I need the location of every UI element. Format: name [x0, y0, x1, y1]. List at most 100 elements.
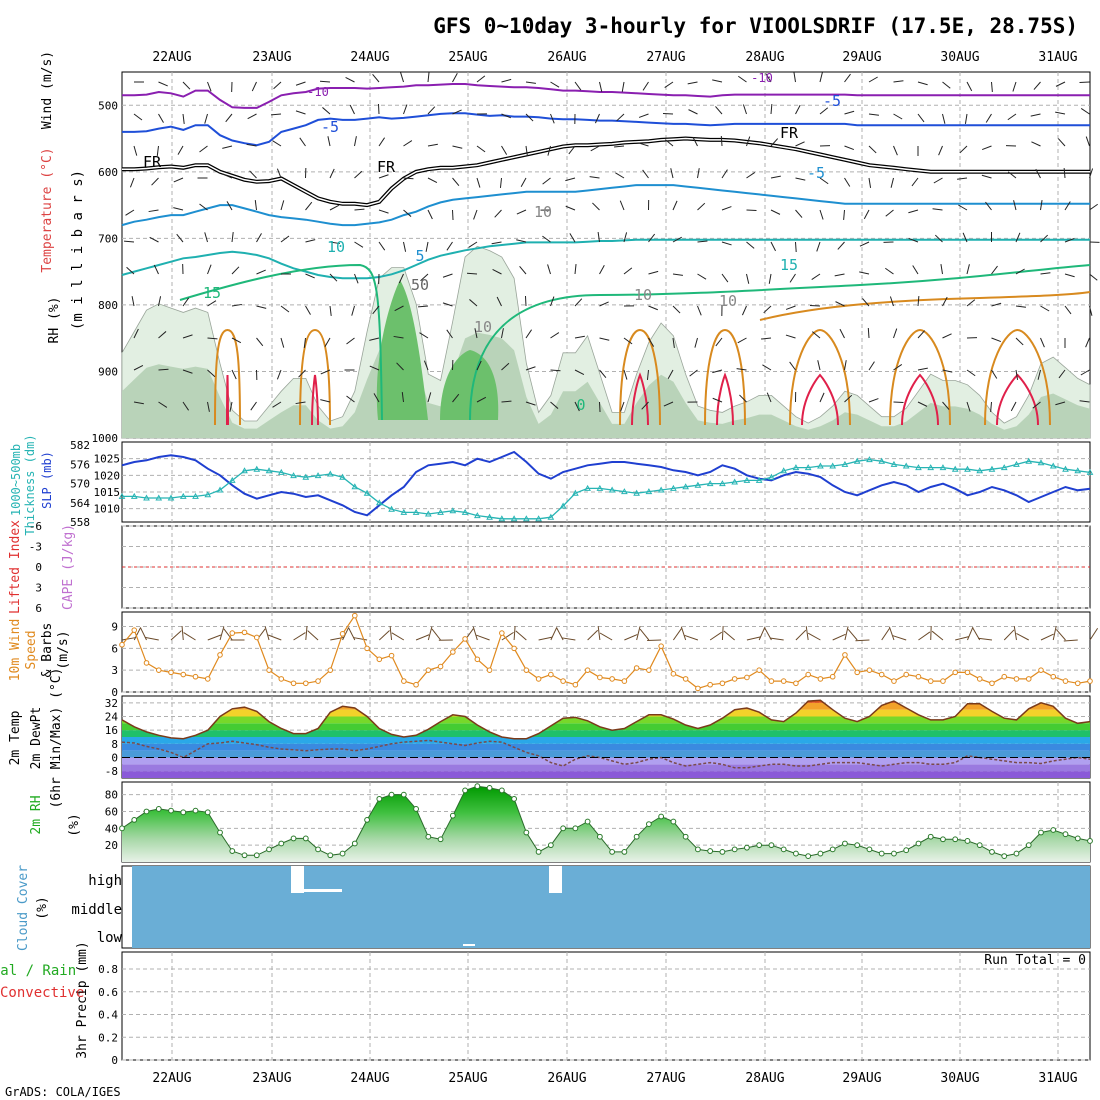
wind-barb: [795, 209, 803, 218]
wind-barb: [641, 401, 649, 410]
temp-band: [122, 743, 1090, 751]
wind-barb: [867, 327, 870, 339]
rh-point: [719, 848, 726, 855]
wind-barb: [739, 394, 747, 403]
wind-barb: [893, 145, 898, 156]
wind-barb: [1058, 369, 1066, 379]
wind-barb: [844, 145, 855, 151]
wind10-point: [829, 673, 836, 680]
wind10-point: [278, 676, 285, 682]
rh-point: [241, 852, 248, 859]
wind10-point: [315, 678, 321, 684]
rh2m-axis-label: 2m RH: [29, 795, 44, 834]
thickness-point: [437, 508, 444, 515]
thickness-point: [608, 486, 616, 493]
wind10-point: [719, 680, 726, 687]
wind-barb: [692, 136, 698, 147]
temp-band: [122, 757, 1090, 765]
wind10-barb: [847, 628, 858, 641]
wind10-point: [1074, 680, 1081, 687]
wind-barb: [893, 328, 898, 339]
wind-barb: [589, 176, 600, 179]
wind-barb: [231, 369, 237, 380]
wind-barb: [133, 365, 144, 371]
wind10-point: [707, 681, 713, 688]
wind-barb: [863, 209, 870, 220]
day-label-top: 22AUG: [152, 50, 191, 65]
cloud-axis-label: Cloud Cover: [16, 865, 31, 951]
wind-barb: [646, 369, 649, 380]
wind-barb: [1007, 113, 1017, 121]
wind-barb: [816, 241, 821, 252]
wind-barb: [256, 233, 262, 243]
wind10-point: [940, 678, 946, 684]
slp-tick: 1025: [94, 453, 121, 466]
wind10-point: [180, 671, 187, 678]
wind-barb: [834, 273, 845, 277]
wind-barb: [670, 168, 674, 179]
wind-barb: [1032, 401, 1041, 409]
wind-barb: [442, 302, 453, 307]
wind-barb: [133, 401, 144, 405]
wind-barb: [868, 76, 878, 83]
wind10-barb: [1055, 629, 1066, 641]
wind-barb: [770, 241, 776, 252]
thickness-point: [878, 457, 886, 464]
wind10-point: [793, 680, 799, 687]
wind-barb: [793, 72, 796, 83]
wind10-barb: [931, 630, 944, 641]
wind-barb: [158, 113, 164, 123]
rh-point: [596, 833, 603, 840]
wind10-barb: [307, 630, 319, 641]
wind-barb: [844, 110, 855, 115]
wind-barb: [1040, 337, 1045, 348]
wind-barb: [250, 401, 257, 411]
thickness-point: [277, 468, 285, 475]
wind10-point: [413, 681, 419, 688]
wind-barb: [893, 363, 903, 371]
wind-barb: [547, 145, 551, 156]
wind10-barb: [888, 626, 895, 641]
wind10-barb: [639, 628, 650, 641]
wind-barb: [942, 401, 950, 410]
wind-barb: [231, 337, 242, 344]
wind-barb: [721, 206, 732, 211]
wind-barb: [893, 80, 904, 83]
precip-tick: 0: [111, 1054, 118, 1067]
wind-barb: [844, 360, 847, 371]
wind10-point: [903, 671, 910, 678]
thickness-point: [694, 481, 702, 488]
rh-point: [1038, 829, 1044, 836]
wind-barb: [1057, 138, 1066, 147]
wind-barb: [452, 109, 462, 115]
wind10-barb: [501, 631, 514, 641]
wind-barb: [272, 140, 282, 147]
wind10-barb: [1063, 639, 1078, 642]
wind-barb: [1055, 401, 1066, 406]
wind-barb: [1055, 111, 1066, 115]
wind-barb: [574, 401, 580, 412]
wind-barb: [766, 392, 772, 403]
wind-barb: [346, 337, 355, 345]
wind10-point: [964, 669, 971, 676]
day-label-bottom: 27AUG: [646, 1071, 685, 1086]
thickness-point: [719, 480, 726, 487]
wind-barb: [427, 143, 438, 147]
wind10-point: [266, 667, 272, 673]
wind10-barb: [181, 626, 184, 641]
wind-barb: [423, 360, 429, 371]
wind-barb: [638, 113, 649, 118]
cloud-field: [132, 866, 1090, 948]
day-label-top: 24AUG: [350, 50, 389, 65]
temp-axis-label: 2m Temp: [8, 710, 23, 765]
wind-barb: [917, 81, 928, 86]
wind10-axis-label: & Barbs: [40, 623, 55, 678]
rh2m-unit-label: (%): [67, 813, 82, 836]
wind-barb: [207, 369, 216, 378]
wind-barb: [525, 113, 534, 122]
wind-barb: [1079, 81, 1090, 84]
rh-point: [266, 846, 272, 853]
rh-point: [155, 806, 162, 812]
precip-tick: 0.2: [98, 1031, 118, 1044]
wind-barb: [468, 241, 478, 248]
